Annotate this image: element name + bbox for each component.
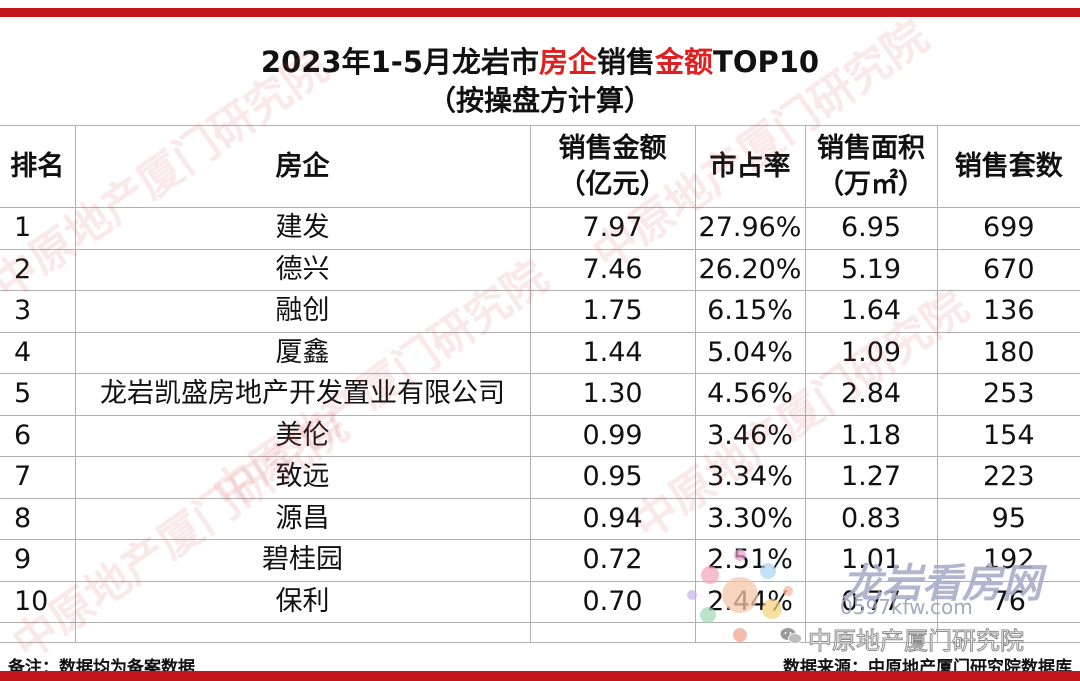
cell-area: 5.19 (804, 248, 938, 291)
table-row: 3 融创 1.75 6.15% 1.64 136 (0, 290, 1080, 333)
header-area-line2: （万㎡） (817, 168, 925, 200)
cell-units: 95 (936, 497, 1080, 540)
table-row: 7 致远 0.95 3.34% 1.27 223 (0, 456, 1080, 499)
cell-share: 3.30% (694, 497, 806, 540)
table-row: 1 建发 7.97 27.96% 6.95 699 (0, 207, 1080, 250)
cell-units: 699 (936, 207, 1080, 250)
cell-company: 德兴 (74, 248, 531, 291)
cell-amount: 0.94 (529, 497, 696, 540)
logo-site-url: 0597kfw.com (840, 595, 973, 619)
cell-rank: 6 (0, 414, 76, 457)
title-highlight-amount: 金额 (655, 45, 714, 79)
table-row: 2 德兴 7.46 26.20% 5.19 670 (0, 248, 1080, 291)
cell-rank: 5 (0, 373, 76, 416)
cell-company: 源昌 (74, 497, 531, 540)
cell-amount: 0.70 (529, 580, 696, 623)
header-area-line1: 销售面积 (817, 132, 925, 164)
table-row: 8 源昌 0.94 3.30% 0.83 95 (0, 497, 1080, 540)
cell-units: 154 (936, 414, 1080, 457)
cell-rank: 2 (0, 248, 76, 291)
wechat-icon (780, 628, 802, 644)
cell-rank: 8 (0, 497, 76, 540)
cell-rank: 1 (0, 207, 76, 250)
header-amount-line2: （亿元） (558, 168, 667, 200)
header-amount: 销售金额 （亿元） (529, 125, 696, 208)
cell-area: 1.18 (804, 414, 938, 457)
cell-share: 6.15% (694, 290, 806, 333)
cell-amount: 0.72 (529, 539, 696, 582)
header-units: 销售套数 (936, 125, 1080, 208)
header-share: 市占率 (694, 125, 806, 208)
header-area: 销售面积 （万㎡） (804, 125, 938, 208)
cell-amount: 1.75 (529, 290, 696, 333)
cell-company: 碧桂园 (74, 539, 531, 582)
cell-area: 2.84 (804, 373, 938, 416)
cell-units: 223 (936, 456, 1080, 499)
cell-amount: 0.95 (529, 456, 696, 499)
logo-org-name: 中原地产厦门研究院 (808, 627, 1025, 656)
table-row: 4 厦鑫 1.44 5.04% 1.09 180 (0, 331, 1080, 374)
page-subtitle: （按操盘方计算） (427, 84, 652, 117)
cell-share: 27.96% (694, 207, 806, 250)
cell-area: 6.95 (804, 207, 938, 250)
cell-units: 670 (936, 248, 1080, 291)
site-logo-watermark: 龙岩看房网 0597kfw.com 中原地产厦门研究院 (680, 535, 1080, 656)
cell-share: 4.56% (694, 373, 806, 416)
cell-area: 1.09 (804, 331, 938, 374)
cell-share: 3.46% (694, 414, 806, 457)
cell-rank: 7 (0, 456, 76, 499)
title-highlight-companies: 房企 (539, 45, 598, 79)
table-row: 5 龙岩凯盛房地产开发置业有限公司 1.30 4.56% 2.84 253 (0, 373, 1080, 416)
cell-company: 融创 (74, 290, 531, 333)
cell-area: 1.64 (804, 290, 938, 333)
logo-site-name: 龙岩看房网 (842, 561, 1042, 607)
ranking-table: 排名 房企 销售金额 （亿元） 市占率 销售面积 （万㎡） 销售套数 1 建发 7.… (0, 125, 1080, 643)
cell-share: 26.20% (694, 248, 806, 291)
cell-share: 5.04% (694, 331, 806, 374)
cell-rank: 3 (0, 290, 76, 333)
logo-dots-graphic (687, 549, 793, 642)
cell-units: 136 (936, 290, 1080, 333)
cell-units: 180 (936, 331, 1080, 374)
cell-company: 厦鑫 (74, 331, 531, 374)
cell-rank: 9 (0, 539, 76, 582)
header-company: 房企 (74, 125, 531, 208)
cell-units: 253 (936, 373, 1080, 416)
table-header-row: 排名 房企 销售金额 （亿元） 市占率 销售面积 （万㎡） 销售套数 (0, 125, 1080, 208)
page-title: 2023年1-5月龙岩市房企销售金额TOP10 (0, 42, 1080, 82)
cell-rank: 10 (0, 580, 76, 623)
cell-amount: 0.99 (529, 414, 696, 457)
table-empty-row (0, 622, 1080, 643)
cell-company: 龙岩凯盛房地产开发置业有限公司 (74, 373, 531, 416)
bottom-accent-bar (0, 671, 1080, 681)
header-amount-line1: 销售金额 (558, 132, 667, 164)
cell-area: 1.27 (804, 456, 938, 499)
cell-company: 致远 (74, 456, 531, 499)
cell-area: 0.83 (804, 497, 938, 540)
title-text-part: TOP10 (713, 45, 820, 79)
header-rank: 排名 (0, 125, 76, 208)
cell-rank: 4 (0, 331, 76, 374)
cell-units: 192 (936, 539, 1080, 582)
cell-company: 美伦 (74, 414, 531, 457)
top-accent-bar (0, 8, 1080, 17)
cell-amount: 7.97 (529, 207, 696, 250)
title-text-part: 销售 (597, 45, 656, 79)
cell-company: 保利 (74, 580, 531, 623)
cell-amount: 1.30 (529, 373, 696, 416)
table-row: 6 美伦 0.99 3.46% 1.18 154 (0, 414, 1080, 457)
cell-amount: 7.46 (529, 248, 696, 291)
cell-amount: 1.44 (529, 331, 696, 374)
title-text-part: 2023年1-5月龙岩市 (260, 45, 539, 79)
cell-company: 建发 (74, 207, 531, 250)
cell-share: 3.34% (694, 456, 806, 499)
